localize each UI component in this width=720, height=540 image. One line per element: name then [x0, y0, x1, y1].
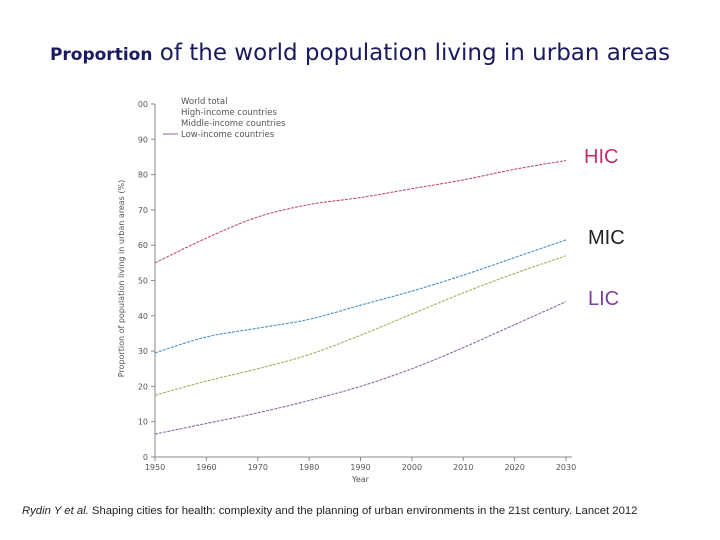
- y-tick-label: 0: [143, 453, 148, 462]
- citation: Rydin Y et al. Shaping cities for health…: [22, 505, 637, 517]
- legend-entry: World total: [181, 97, 228, 107]
- chart-lines: [154, 159, 567, 435]
- title-part-1: Proportion: [49, 45, 153, 65]
- citation-text: Shaping cities for health: complexity an…: [88, 505, 638, 517]
- x-tick-label: 2030: [556, 463, 576, 472]
- x-tick-label: 1950: [145, 463, 165, 472]
- y-tick-label: 30: [138, 347, 148, 356]
- series-line-4: [154, 255, 567, 396]
- x-tick-label: 2010: [453, 463, 473, 472]
- y-tick-label: 00: [138, 100, 148, 109]
- x-axis-label: Year: [351, 475, 370, 484]
- y-tick-label: 50: [138, 277, 148, 286]
- series-line-2: [154, 239, 567, 354]
- y-tick-label: 70: [138, 206, 148, 215]
- x-tick-label: 1970: [248, 463, 268, 472]
- legend-entry: Low-income countries: [181, 130, 275, 140]
- x-tick-label: 2000: [402, 463, 422, 472]
- y-tick-label: 10: [138, 418, 148, 427]
- citation-authors: Rydin Y et al.: [22, 505, 89, 517]
- legend-entry: Middle-income countries: [181, 119, 286, 129]
- y-tick-label: 40: [138, 312, 148, 321]
- legend-entry: High-income countries: [181, 108, 278, 118]
- x-tick-label: 2020: [504, 463, 524, 472]
- x-tick-label: 1960: [196, 463, 216, 472]
- y-tick-label: 20: [138, 382, 148, 391]
- y-tick-label: 90: [138, 135, 148, 144]
- series-line-3: [154, 301, 567, 435]
- x-tick-label: 1990: [350, 463, 370, 472]
- slide-title: Proportion of the world population livin…: [0, 40, 720, 66]
- title-part-2: of the world population living in urban …: [152, 40, 671, 66]
- series-line-1: [154, 159, 567, 264]
- y-tick-label: 80: [138, 171, 148, 180]
- annotation-hic: HIC: [584, 146, 619, 168]
- x-tick-label: 1980: [299, 463, 319, 472]
- annotation-lic: LIC: [588, 288, 620, 310]
- y-tick-label: 60: [138, 241, 148, 250]
- annotation-mic: MIC: [588, 227, 625, 249]
- y-axis-label: Proportion of population living in urban…: [117, 180, 126, 377]
